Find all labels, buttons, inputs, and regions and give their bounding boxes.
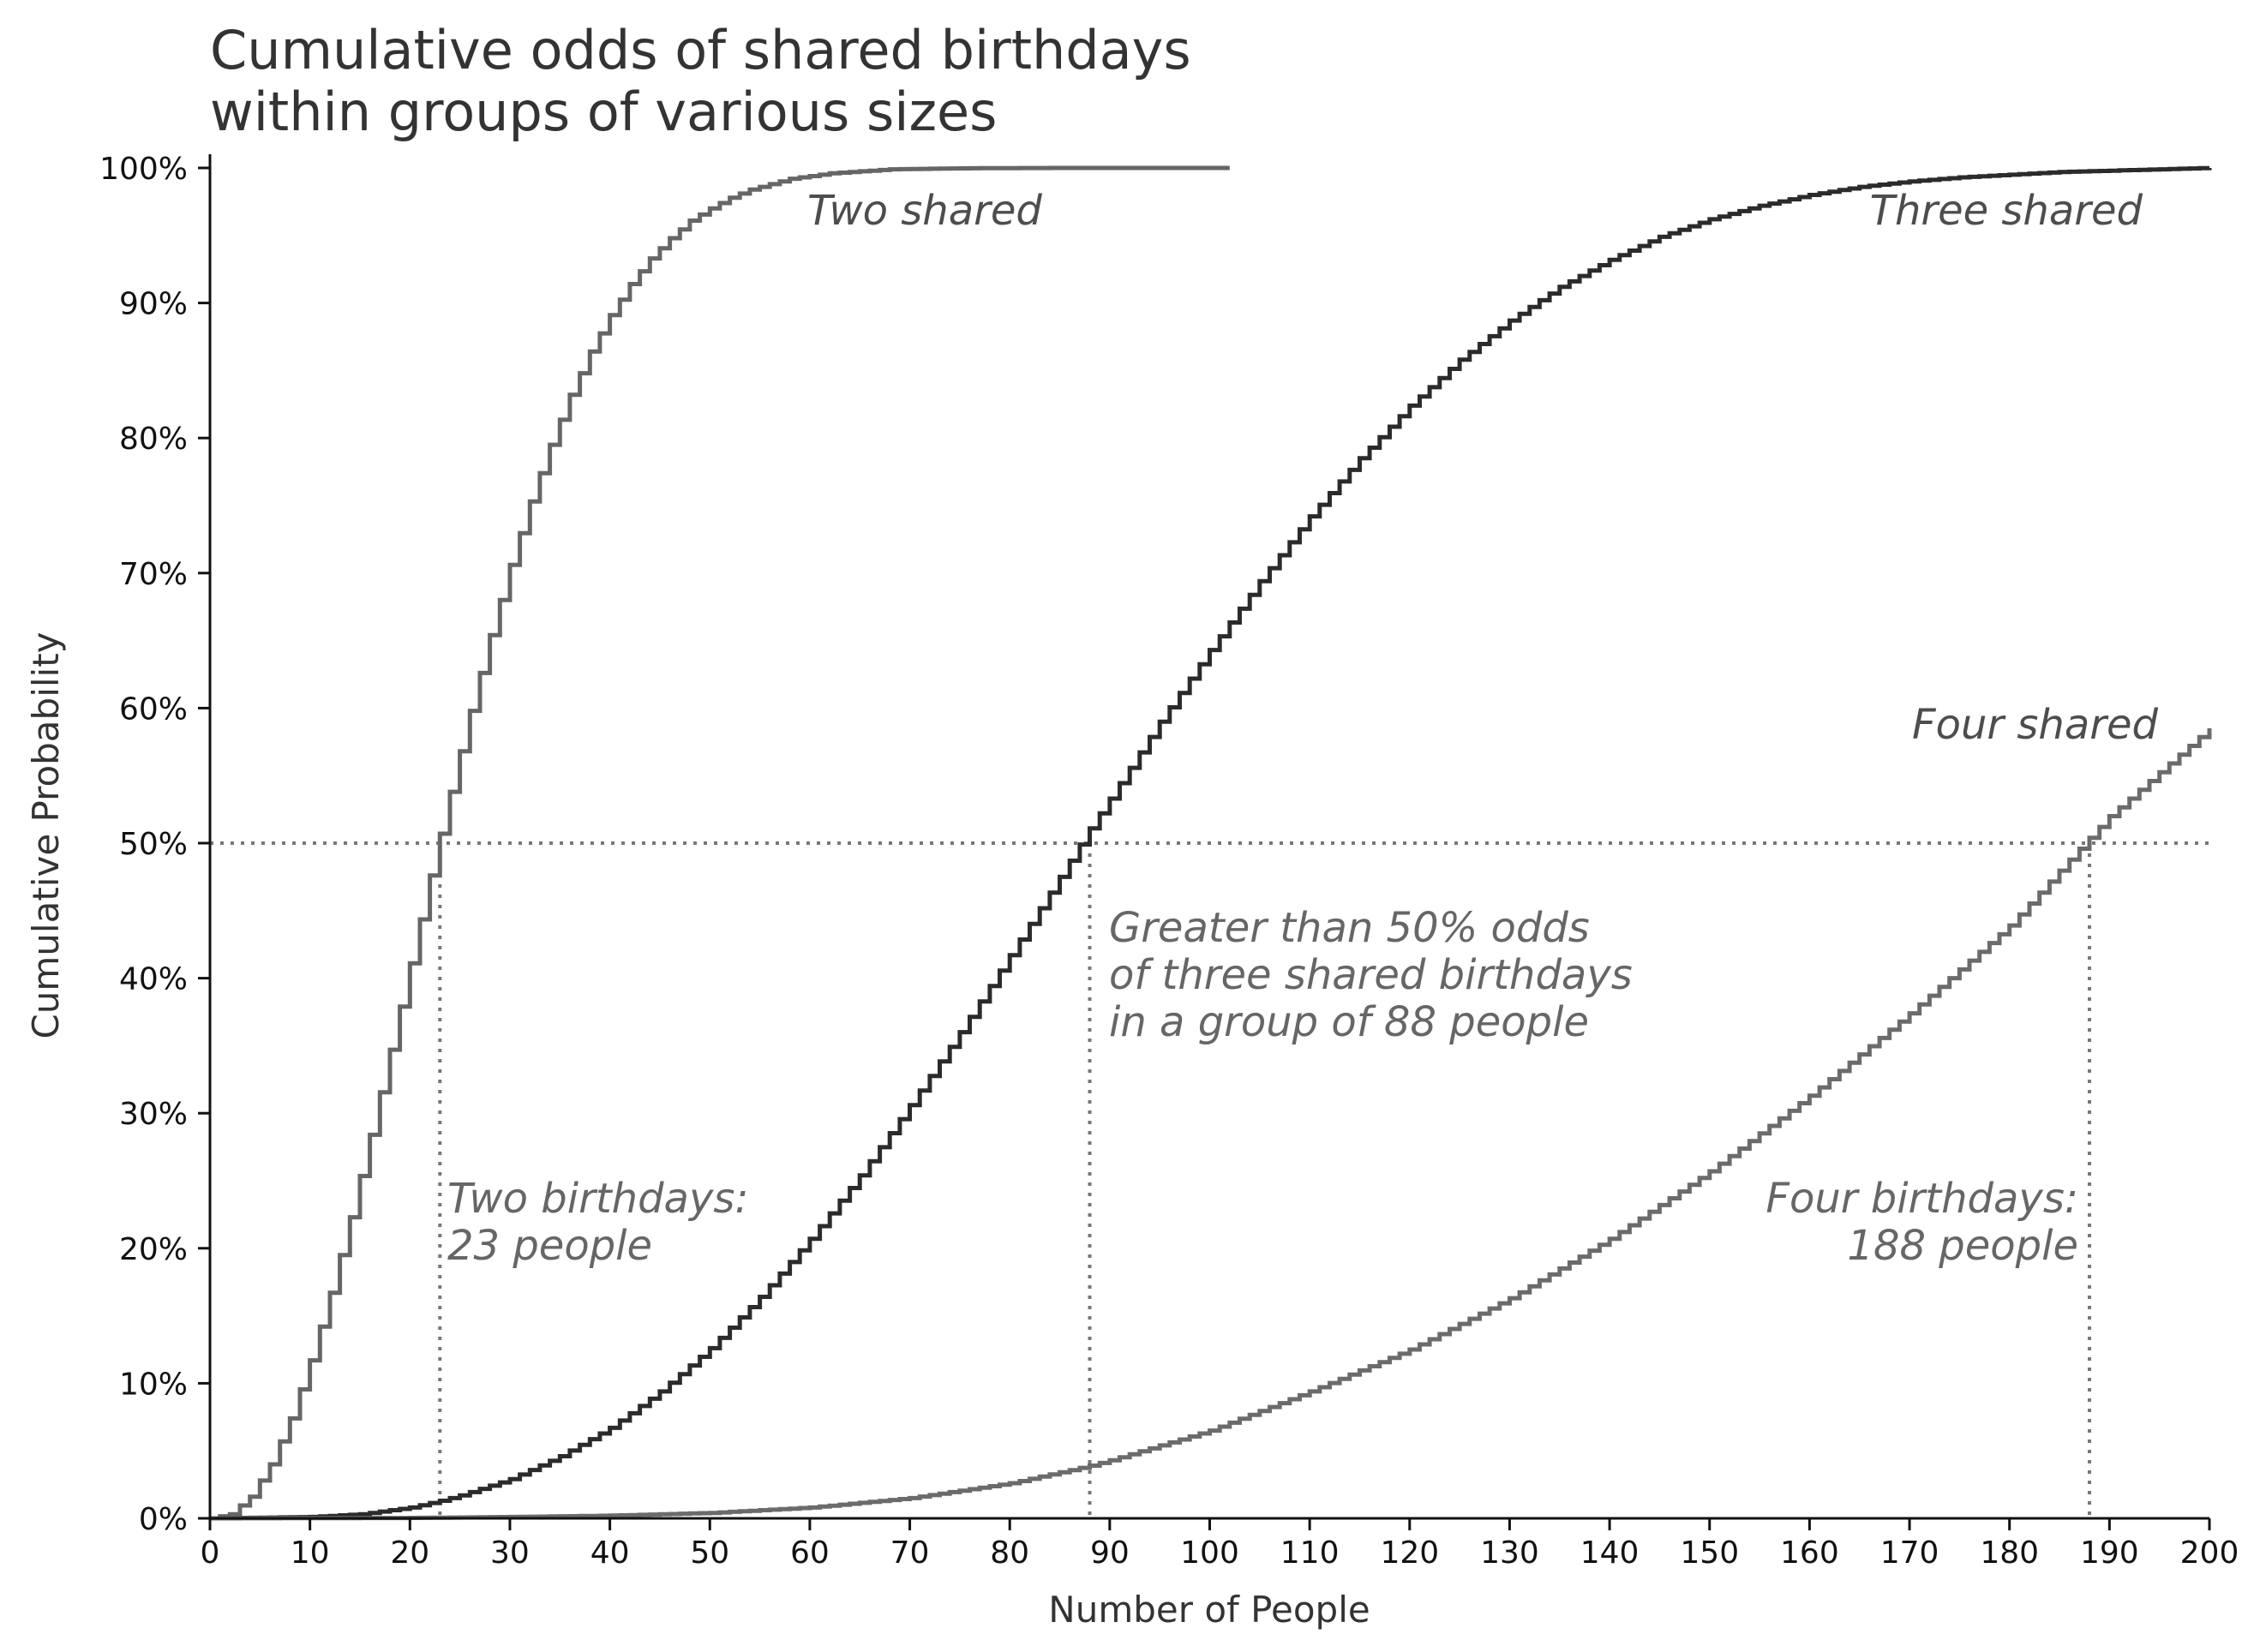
x-tick-label: 60: [790, 1535, 830, 1571]
y-axis-label: Cumulative Probability: [25, 631, 67, 1038]
x-tick-label: 0: [201, 1535, 220, 1571]
y-tick-label: 100%: [99, 152, 188, 187]
series-line-three-shared: [210, 165, 2212, 1521]
y-tick-label: 20%: [119, 1232, 188, 1267]
x-axis-ticks: 0 10 20 30 40 50 60 70 80 90 100 110 120 130 140 150 160…: [201, 1518, 2239, 1571]
series-lines: [210, 165, 2212, 1521]
y-tick-label: 60%: [119, 691, 188, 727]
series-line-four-shared: [210, 728, 2212, 1521]
y-tick-label: 0%: [139, 1502, 188, 1537]
annotation-two-line-1: Two birthdays:: [447, 1175, 749, 1223]
annotation-three-line-2: of three shared birthdays: [1109, 951, 1633, 999]
x-tick-label: 40: [590, 1535, 630, 1571]
x-tick-label: 200: [2180, 1535, 2239, 1571]
x-tick-label: 150: [1680, 1535, 1739, 1571]
x-tick-label: 180: [1980, 1535, 2039, 1571]
y-tick-label: 70%: [119, 557, 188, 592]
annotation-four-line-2: 188 people: [1847, 1222, 2078, 1270]
x-tick-label: 120: [1380, 1535, 1439, 1571]
x-tick-label: 160: [1780, 1535, 1839, 1571]
x-tick-label: 90: [1090, 1535, 1130, 1571]
x-axis-label: Number of People: [1048, 1589, 1370, 1631]
y-axis-ticks: 0% 10% 20% 30% 40% 50% 60% 70% 80% 90% 100%: [99, 152, 210, 1537]
annotation-three-line-3: in a group of 88 people: [1109, 998, 1589, 1046]
x-tick-label: 80: [990, 1535, 1029, 1571]
series-label-two-shared: Two shared: [807, 187, 1042, 235]
y-tick-label: 40%: [119, 962, 188, 997]
x-tick-label: 10: [291, 1535, 330, 1571]
x-tick-label: 140: [1580, 1535, 1640, 1571]
x-tick-label: 20: [390, 1535, 429, 1571]
y-tick-label: 90%: [119, 287, 188, 322]
x-tick-label: 100: [1180, 1535, 1239, 1571]
annotation-two-line-2: 23 people: [447, 1222, 652, 1270]
annotation-four-line-1: Four birthdays:: [1765, 1175, 2078, 1223]
x-tick-label: 170: [1880, 1535, 1939, 1571]
y-tick-label: 30%: [119, 1097, 188, 1132]
x-tick-label: 190: [2080, 1535, 2139, 1571]
y-tick-label: 10%: [119, 1367, 188, 1402]
x-tick-label: 110: [1280, 1535, 1340, 1571]
chart-title-line-2: within groups of various sizes: [210, 81, 997, 143]
y-tick-label: 80%: [119, 422, 188, 457]
x-tick-label: 70: [890, 1535, 930, 1571]
chart-title-line-1: Cumulative odds of shared birthdays: [210, 19, 1191, 81]
x-tick-label: 130: [1480, 1535, 1539, 1571]
annotation-three-line-1: Greater than 50% odds: [1109, 904, 1590, 952]
y-tick-label: 50%: [119, 827, 188, 862]
series-label-four-shared: Four shared: [1912, 701, 2159, 749]
x-tick-label: 30: [490, 1535, 530, 1571]
threshold-reference-lines: [210, 841, 2209, 1518]
x-tick-label: 50: [690, 1535, 729, 1571]
series-label-three-shared: Three shared: [1870, 187, 2143, 235]
series-line-two-shared: [210, 165, 1230, 1521]
